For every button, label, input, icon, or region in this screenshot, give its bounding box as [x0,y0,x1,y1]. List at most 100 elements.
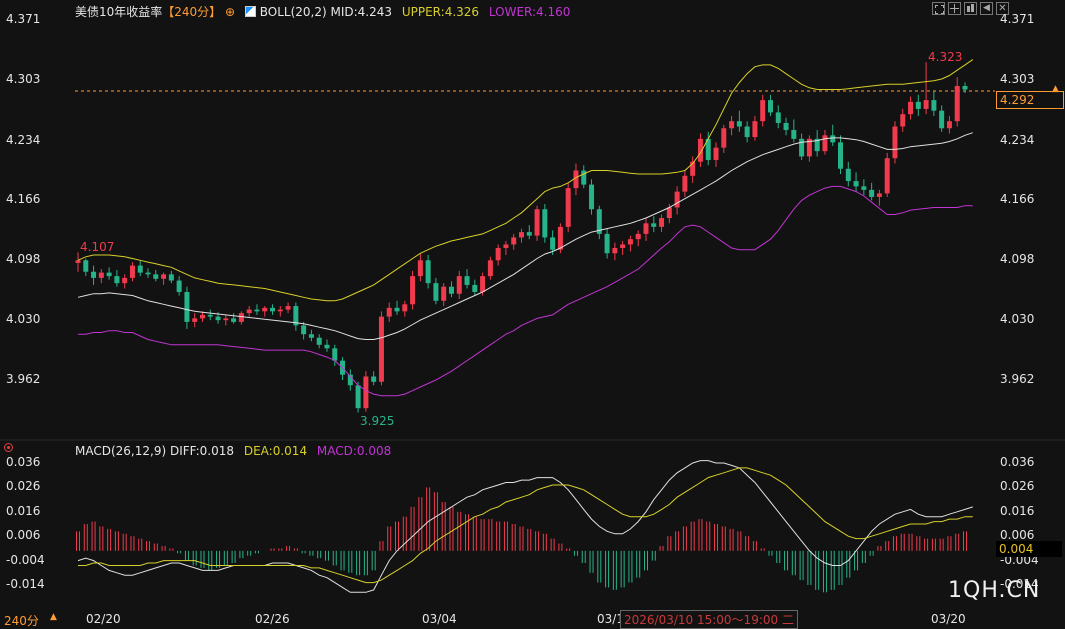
candle-body [246,309,252,314]
plus-circle-icon[interactable]: ⊕ [225,5,236,19]
axis-tick-label: 4.030 [1000,312,1035,327]
axis-tick-label: 4.234 [1000,132,1035,147]
candle-body [853,181,859,187]
candle-body [122,277,128,284]
target-icon[interactable] [4,443,13,452]
candle-body [332,348,338,361]
candle-body [697,138,703,162]
current-price-box: 4.292 [996,91,1064,109]
candle-body [666,207,672,219]
chart-type-icon[interactable] [964,2,977,15]
fullscreen-icon[interactable] [932,2,945,15]
macd-header: MACD(26,12,9) DIFF:0.018 DEA:0.014 MACD:… [75,444,391,458]
candle-body [659,218,665,227]
current-price-value: 4.292 [1000,93,1035,107]
period-label[interactable]: 【240分】 [162,5,222,19]
candle-body [869,189,875,197]
boll-lower: LOWER:4.160 [488,5,571,19]
candle-body [192,318,198,322]
candle-body [775,112,781,123]
candle-body [308,334,314,338]
candle-body [729,121,735,129]
candle-body [643,223,649,234]
candle-body [378,316,384,382]
axis-tick-label: 4.371 [6,12,41,26]
candle-body [472,284,478,292]
candle-body [223,318,229,321]
x-date-1: 02/20 [86,612,121,626]
candle-body [153,274,159,279]
candle-body [231,318,237,322]
price-marker-icon[interactable]: ▲ [1052,84,1059,94]
candle-body [939,110,945,129]
axis-tick-label: 4.371 [1000,12,1035,26]
candle-body [713,147,719,160]
candle-body [557,226,563,250]
macd-label[interactable]: MACD(26,12,9) [75,444,167,458]
axis-tick-label: 3.962 [1000,372,1035,386]
candle-body [301,325,307,335]
candle-body [371,376,377,382]
candle-body [168,274,174,281]
candle-body [487,260,493,277]
candle-body [627,239,633,245]
axis-tick-label: 4.166 [6,192,41,207]
candle-body [596,209,602,234]
candle-body [83,260,89,272]
candle-body [581,170,587,185]
x-axis-period[interactable]: 240分 [4,614,39,628]
boll-mid-line [77,132,973,340]
axis-tick-label: -0.014 [1000,577,1039,591]
candlestick-series [75,62,968,413]
high-annotation: 4.323 [928,50,963,64]
axis-tick-label: 0.026 [6,479,41,494]
candle-body [838,142,844,169]
candle-body [215,316,221,321]
candle-body [176,280,182,292]
candle-body [114,276,120,284]
candle-body [316,337,322,345]
candle-body [238,313,244,322]
candle-body [480,276,486,292]
candle-body [75,260,81,263]
axis-tick-label: 3.962 [6,372,41,386]
candle-body [892,126,898,159]
left-high-annotation: 4.107 [80,240,115,254]
boll-lines [77,59,974,397]
candle-body [651,223,657,227]
x-date-3: 03/04 [422,612,457,626]
boll-label[interactable]: BOLL(20,2) [259,5,327,19]
candle-body [822,135,828,152]
axis-tick-label: 4.098 [6,252,41,267]
axis-tick-label: 0.036 [1000,455,1035,469]
candle-body [861,186,867,190]
candle-body [347,374,353,386]
candle-body [106,272,112,277]
watermark: 1QH.CN [948,578,1041,603]
candle-body [448,286,454,294]
indicator-toggle-icon[interactable] [244,6,256,17]
candle-body [207,314,213,317]
candle-body [604,233,610,254]
axis-tick-label: 0.016 [6,503,41,518]
boll-mid: MID:4.243 [330,5,393,19]
current-macd-box: 0.004 [996,541,1062,557]
candle-body [915,101,921,109]
axis-tick-label: 4.303 [6,71,41,86]
axis-tick-label: 0.006 [1000,528,1035,543]
candle-body [635,233,641,240]
candle-body [410,276,416,305]
candle-body [767,100,773,113]
prev-icon[interactable]: ◀ [980,2,993,15]
close-icon[interactable]: ✕ [996,2,1009,15]
candle-body [674,191,680,208]
candle-body [98,272,104,278]
candle-body [799,138,805,157]
cursor-time-tooltip: 2026/03/10 15:00～19:00 二 [620,610,798,629]
candle-body [199,314,205,319]
candle-body [682,175,688,192]
candle-body [721,128,727,148]
candle-body [565,188,571,227]
crosshair-icon[interactable] [948,2,961,15]
